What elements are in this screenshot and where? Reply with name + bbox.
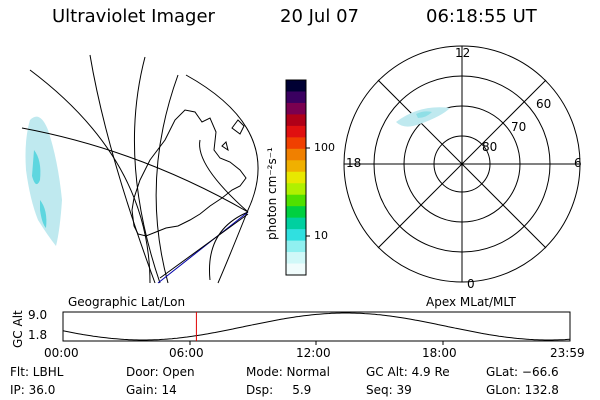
info-dsp: Dsp: 5.9 bbox=[246, 383, 312, 397]
colorbar-cell bbox=[286, 171, 306, 184]
colorbar-cell bbox=[286, 114, 306, 127]
timeline-xtick-1800: 18:00 bbox=[422, 346, 457, 360]
timeline-xtick-1200: 12:00 bbox=[296, 346, 331, 360]
lat-label-60: 60 bbox=[536, 97, 552, 111]
aurora-emission-map bbox=[25, 116, 62, 247]
info-gain: Gain: 14 bbox=[126, 383, 177, 397]
colorbar-cell bbox=[286, 148, 306, 161]
colorbar-tick-10: 10 bbox=[314, 229, 328, 242]
timeline-xtick-0600: 06:00 bbox=[169, 346, 204, 360]
colorbar-cell bbox=[286, 206, 306, 219]
map-projection-label: Geographic Lat/Lon bbox=[68, 295, 186, 309]
coastline bbox=[131, 109, 247, 237]
mlt-label-12: 12 bbox=[455, 46, 471, 60]
colorbar-tick-100: 100 bbox=[314, 141, 335, 154]
aurora-emission-polar bbox=[396, 107, 450, 127]
info-mode: Mode: Normal bbox=[246, 365, 330, 379]
polar-plot bbox=[343, 45, 581, 283]
time-label: 06:18:55 UT bbox=[426, 6, 537, 27]
colorbar-unit-label: photon cm⁻²s⁻¹ bbox=[265, 147, 279, 240]
lat-label-80: 80 bbox=[482, 140, 498, 154]
colorbar-cell bbox=[286, 102, 306, 116]
info-seq: Seq: 39 bbox=[366, 383, 412, 397]
colorbar-cell bbox=[286, 160, 306, 173]
colorbar-cell bbox=[286, 229, 306, 242]
info-gc-alt: GC Alt: 4.9 Re bbox=[366, 365, 450, 379]
date-label: 20 Jul 07 bbox=[280, 6, 359, 27]
geographic-map bbox=[21, 54, 259, 284]
info-glat: GLat: −66.6 bbox=[486, 365, 559, 379]
colorbar bbox=[285, 79, 310, 276]
info-ip: IP: 36.0 bbox=[10, 383, 56, 397]
polar-projection-label: Apex MLat/MLT bbox=[426, 295, 516, 309]
colorbar-cell bbox=[286, 263, 306, 276]
timeline-ylabel: GC Alt bbox=[11, 310, 25, 348]
colorbar-cell bbox=[286, 137, 306, 150]
colorbar-cell bbox=[286, 240, 306, 253]
altitude-timeline bbox=[62, 311, 571, 345]
mlt-label-18: 18 bbox=[346, 156, 362, 170]
info-glon: GLon: 132.8 bbox=[486, 383, 559, 397]
timeline-xtick-0000: 00:00 bbox=[44, 346, 79, 360]
colorbar-cell bbox=[286, 91, 306, 104]
info-filter: Flt: LBHL bbox=[10, 365, 64, 379]
lat-label-70: 70 bbox=[511, 120, 527, 134]
timeline-ytick-bottom: 1.8 bbox=[28, 328, 48, 342]
colorbar-cell bbox=[286, 80, 306, 93]
mlt-label-0: 0 bbox=[467, 277, 475, 291]
instrument-title: Ultraviolet Imager bbox=[52, 6, 215, 27]
colorbar-cell bbox=[286, 252, 306, 265]
colorbar-cell bbox=[286, 194, 306, 207]
mlt-label-6: 6 bbox=[574, 156, 582, 170]
timeline-ytick-top: 9.0 bbox=[28, 308, 48, 322]
info-door: Door: Open bbox=[126, 365, 195, 379]
colorbar-cell bbox=[286, 217, 306, 230]
timeline-xtick-2359: 23:59 bbox=[550, 346, 585, 360]
colorbar-cell bbox=[286, 183, 306, 196]
colorbar-cell bbox=[286, 125, 306, 138]
